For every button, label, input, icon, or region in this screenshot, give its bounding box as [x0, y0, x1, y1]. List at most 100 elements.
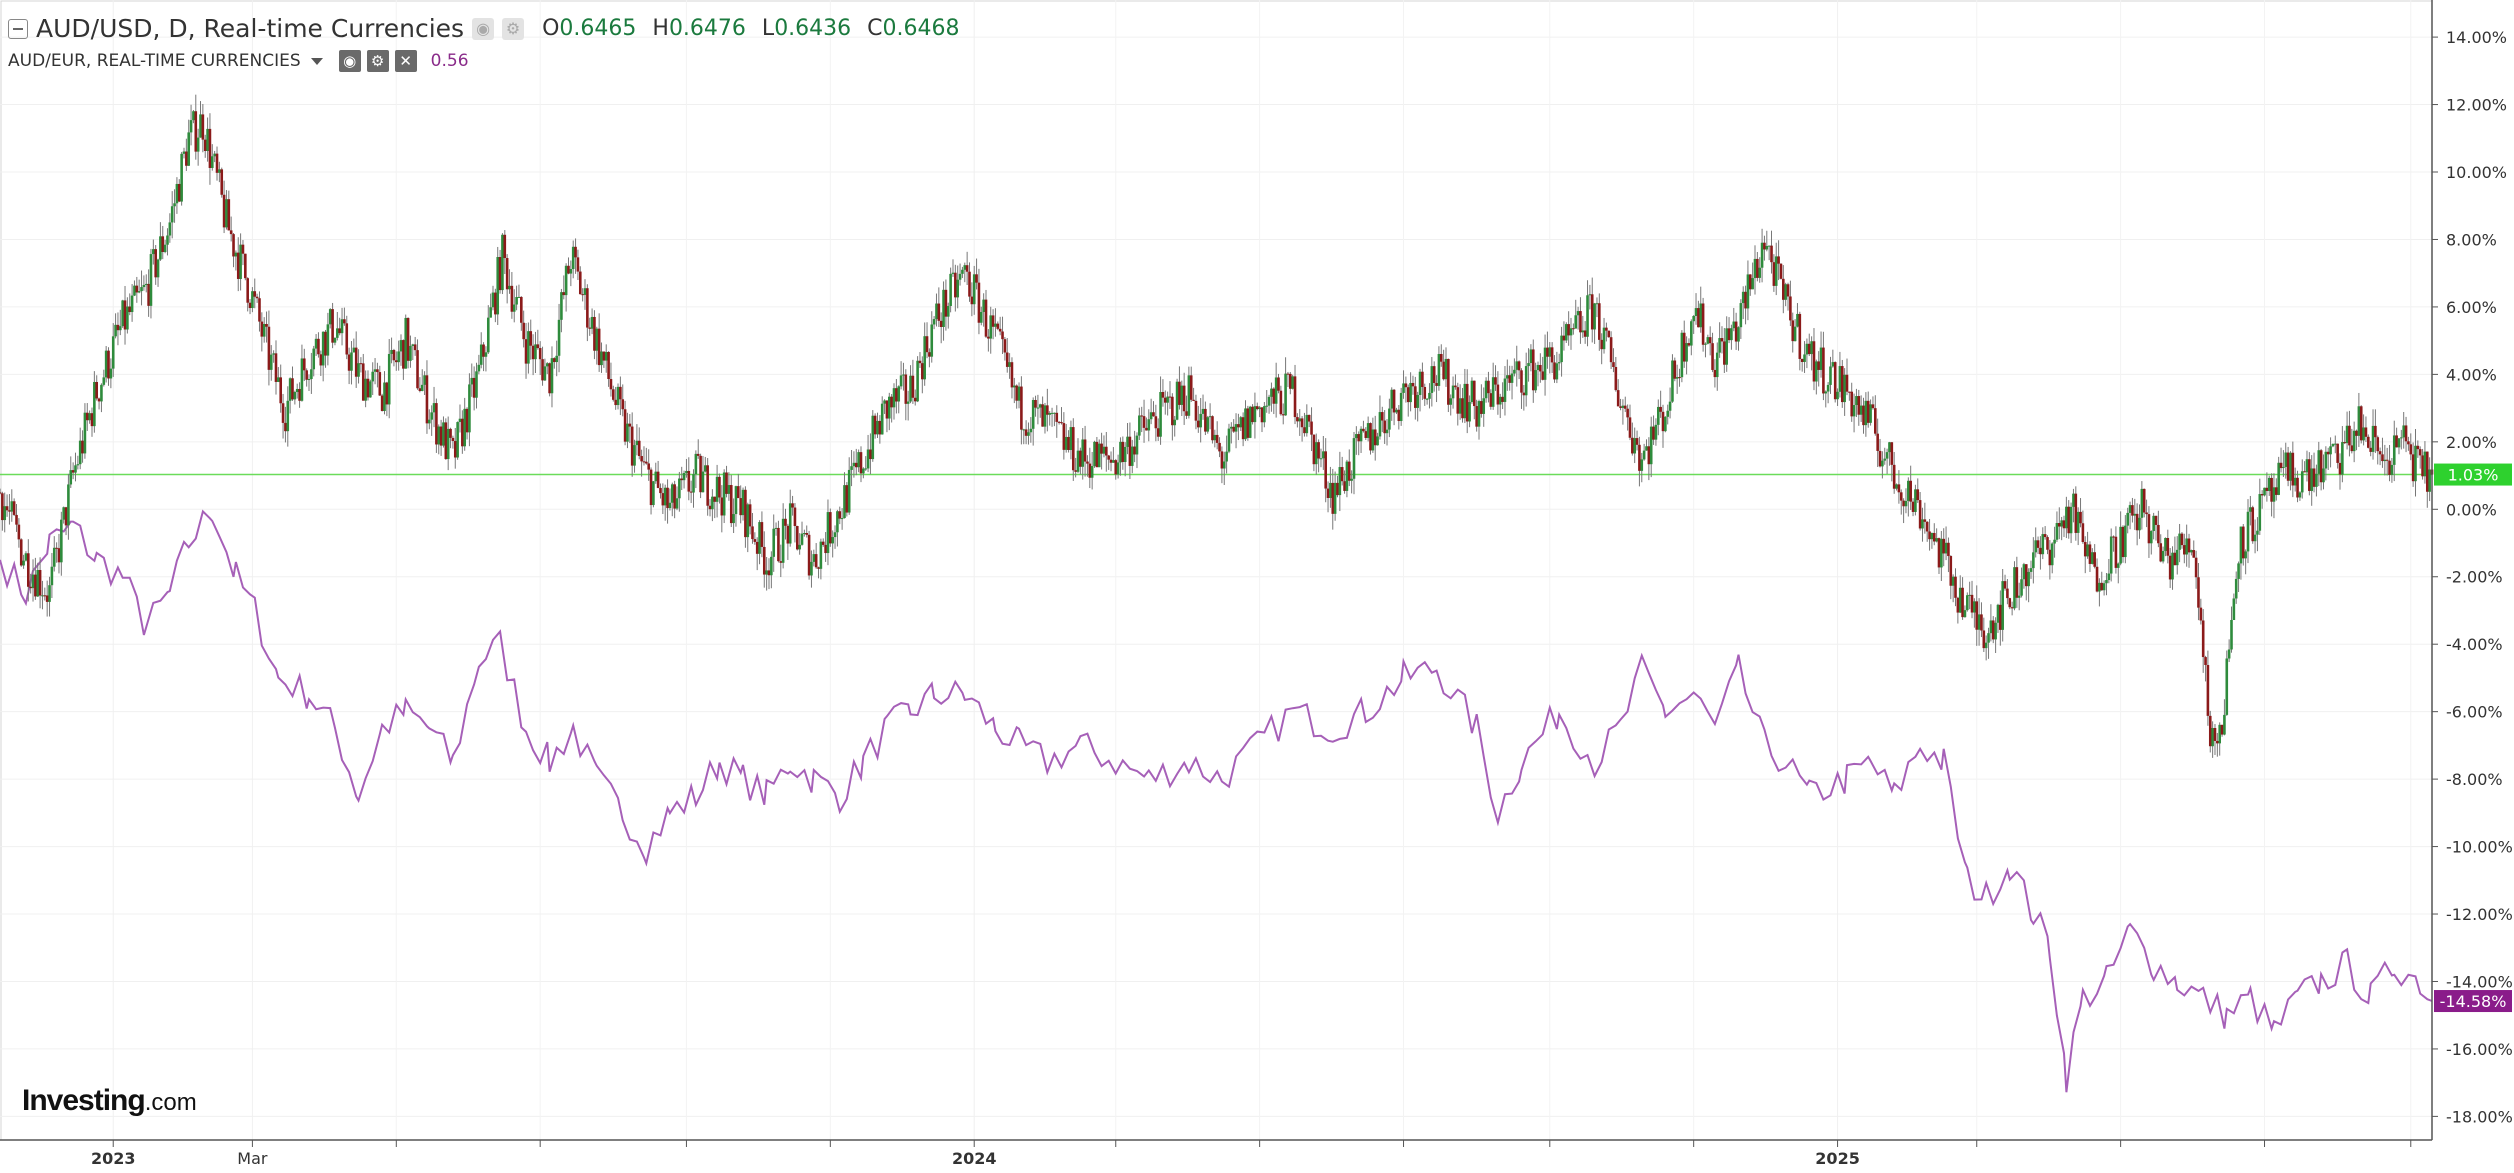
- compare-symbol-label[interactable]: AUD/EUR, REAL-TIME CURRENCIES: [8, 51, 301, 71]
- candle-body: [2223, 714, 2226, 735]
- candle-body: [463, 408, 466, 447]
- candlestick: [1055, 405, 1059, 438]
- candlestick: [607, 351, 610, 387]
- candle-body: [805, 533, 809, 535]
- gear-icon[interactable]: ⚙: [502, 17, 525, 40]
- candle-body: [864, 468, 868, 470]
- candlestick: [67, 473, 70, 540]
- candle-body: [1699, 303, 1703, 328]
- candlestick: [203, 134, 207, 158]
- y-tick-label: 12.00%: [2446, 96, 2507, 115]
- candlestick: [168, 213, 172, 243]
- ohlc-readout: O0.6465 H0.6476 L0.6436 C0.6468: [542, 16, 959, 41]
- candle-body: [2333, 443, 2337, 445]
- candle-body: [1980, 614, 1983, 631]
- candle-body: [2013, 567, 2016, 609]
- candle-body: [83, 412, 87, 454]
- y-axis[interactable]: 14.00%12.00%10.00%8.00%6.00%4.00%2.00%0.…: [2432, 28, 2513, 1126]
- candlestick: [2100, 571, 2104, 591]
- candlestick: [236, 237, 240, 292]
- candle-body: [1881, 460, 1884, 467]
- candlestick: [1447, 358, 1450, 413]
- candlestick: [871, 410, 875, 462]
- candlestick: [1468, 395, 1471, 428]
- candlestick: [2055, 511, 2059, 542]
- candle-body: [2418, 449, 2422, 456]
- eye-icon[interactable]: ◉: [338, 50, 361, 72]
- symbol-title[interactable]: AUD/USD, D, Real-time Currencies: [36, 14, 465, 43]
- candle-body: [517, 296, 521, 298]
- candlestick: [2310, 455, 2313, 506]
- candle-body: [1866, 400, 1870, 423]
- candlestick: [1414, 376, 1417, 420]
- candlestick: [1418, 368, 1422, 412]
- candlestick: [781, 503, 785, 569]
- candle-body: [1175, 381, 1179, 420]
- candlestick: [104, 346, 108, 383]
- candle-body: [2364, 427, 2368, 437]
- candlestick: [1824, 390, 1828, 408]
- candlestick: [1631, 422, 1634, 456]
- candle-body: [2385, 459, 2389, 461]
- candle-body: [1862, 405, 1865, 426]
- candle-body: [295, 388, 299, 393]
- eye-icon[interactable]: ◉: [472, 17, 495, 40]
- candlestick: [1067, 430, 1070, 453]
- candle-body: [1623, 405, 1627, 409]
- candlestick: [321, 331, 325, 382]
- candle-body: [692, 474, 695, 493]
- candlestick: [394, 351, 398, 371]
- candle-body: [496, 257, 500, 315]
- candle-body: [2237, 563, 2240, 579]
- candlestick: [152, 239, 155, 265]
- candle-body: [621, 399, 625, 410]
- candle-body: [798, 544, 801, 550]
- candlestick: [1097, 439, 1101, 468]
- candle-body: [557, 319, 561, 356]
- candlestick: [1371, 417, 1375, 453]
- candlestick: [2256, 517, 2259, 552]
- candle-body: [1543, 347, 1547, 380]
- chevron-down-icon[interactable]: [310, 57, 323, 65]
- candle-body: [43, 595, 47, 597]
- candle-body: [2369, 447, 2372, 452]
- candle-body: [109, 368, 113, 379]
- candlestick: [557, 303, 561, 373]
- candle-body: [2208, 715, 2212, 747]
- candlestick: [1715, 342, 1719, 391]
- candle-body: [1430, 366, 1434, 393]
- candle-body: [2048, 549, 2052, 566]
- candlestick: [373, 358, 377, 385]
- candle-body: [1522, 392, 1526, 396]
- close-icon[interactable]: ✕: [394, 50, 417, 72]
- candle-body: [432, 403, 436, 413]
- candlestick: [1399, 387, 1403, 426]
- candlestick: [251, 287, 254, 313]
- collapse-icon[interactable]: [8, 18, 28, 39]
- candlestick: [984, 289, 988, 339]
- candle-body: [364, 378, 367, 401]
- candlestick: [1921, 507, 1924, 542]
- candlestick: [795, 525, 799, 551]
- candlestick: [1041, 396, 1044, 427]
- candle-body: [1100, 443, 1103, 454]
- candle-body: [2171, 552, 2174, 580]
- candle-body: [418, 388, 422, 391]
- candle-body: [149, 254, 153, 306]
- candlestick: [581, 288, 584, 302]
- compare-value: 0.56: [430, 51, 469, 71]
- candle-body: [390, 349, 393, 354]
- candlestick: [2048, 540, 2052, 580]
- gear-icon[interactable]: ⚙: [366, 50, 389, 72]
- candlestick: [387, 339, 391, 419]
- candlestick: [345, 315, 349, 360]
- candle-body: [954, 272, 957, 298]
- candlestick: [1791, 312, 1795, 353]
- x-axis[interactable]: 2023 Mar 2024 2025: [91, 1140, 2412, 1168]
- candlestick: [994, 308, 997, 337]
- candle-body: [1789, 296, 1792, 321]
- candle-body: [220, 169, 224, 195]
- candlestick: [100, 383, 103, 413]
- candle-body: [1317, 442, 1320, 459]
